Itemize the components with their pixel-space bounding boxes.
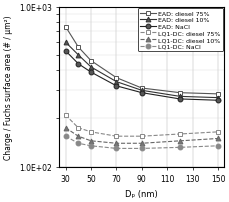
EAD: diesel 75%: (150, 285): diesel 75%: (150, 285) bbox=[217, 93, 219, 96]
LQ1-DC: diesel 10%: (120, 145): diesel 10%: (120, 145) bbox=[179, 140, 181, 142]
EAD: diesel 75%: (90, 310): diesel 75%: (90, 310) bbox=[140, 87, 143, 90]
EAD: diesel 10%: (90, 300): diesel 10%: (90, 300) bbox=[140, 90, 143, 92]
Line: LQ1-DC: diesel 75%: LQ1-DC: diesel 75% bbox=[63, 113, 221, 139]
EAD: diesel 10%: (150, 270): diesel 10%: (150, 270) bbox=[217, 97, 219, 99]
LQ1-DC: NaCl: (30, 155): NaCl: (30, 155) bbox=[64, 135, 67, 138]
LQ1-DC: NaCl: (70, 130): NaCl: (70, 130) bbox=[115, 147, 118, 150]
EAD: diesel 10%: (30, 600): diesel 10%: (30, 600) bbox=[64, 42, 67, 44]
LQ1-DC: diesel 75%: (90, 155): diesel 75%: (90, 155) bbox=[140, 135, 143, 138]
Y-axis label: Charge / Fuchs surface area (# / μm²): Charge / Fuchs surface area (# / μm²) bbox=[4, 15, 13, 159]
LQ1-DC: NaCl: (50, 135): NaCl: (50, 135) bbox=[90, 145, 92, 147]
Line: LQ1-DC: NaCl: LQ1-DC: NaCl bbox=[63, 134, 221, 151]
X-axis label: Dₚ (nm): Dₚ (nm) bbox=[125, 189, 158, 198]
EAD: diesel 75%: (50, 460): diesel 75%: (50, 460) bbox=[90, 60, 92, 63]
EAD: diesel 10%: (70, 340): diesel 10%: (70, 340) bbox=[115, 81, 118, 83]
EAD: NaCl: (90, 290): NaCl: (90, 290) bbox=[140, 92, 143, 94]
LQ1-DC: diesel 10%: (90, 140): diesel 10%: (90, 140) bbox=[140, 142, 143, 145]
Line: EAD: NaCl: EAD: NaCl bbox=[63, 49, 221, 103]
Line: EAD: diesel 10%: EAD: diesel 10% bbox=[63, 41, 221, 101]
LQ1-DC: diesel 75%: (40, 175): diesel 75%: (40, 175) bbox=[77, 127, 80, 129]
LQ1-DC: NaCl: (40, 140): NaCl: (40, 140) bbox=[77, 142, 80, 145]
EAD: diesel 10%: (50, 420): diesel 10%: (50, 420) bbox=[90, 66, 92, 69]
EAD: diesel 75%: (30, 750): diesel 75%: (30, 750) bbox=[64, 26, 67, 29]
EAD: diesel 10%: (40, 500): diesel 10%: (40, 500) bbox=[77, 54, 80, 57]
LQ1-DC: diesel 75%: (30, 210): diesel 75%: (30, 210) bbox=[64, 114, 67, 117]
Line: EAD: diesel 75%: EAD: diesel 75% bbox=[63, 25, 221, 97]
EAD: NaCl: (40, 440): NaCl: (40, 440) bbox=[77, 63, 80, 66]
EAD: NaCl: (70, 320): NaCl: (70, 320) bbox=[115, 85, 118, 88]
EAD: NaCl: (120, 265): NaCl: (120, 265) bbox=[179, 98, 181, 101]
EAD: diesel 75%: (120, 290): diesel 75%: (120, 290) bbox=[179, 92, 181, 94]
LQ1-DC: NaCl: (120, 132): NaCl: (120, 132) bbox=[179, 146, 181, 149]
EAD: NaCl: (50, 390): NaCl: (50, 390) bbox=[90, 72, 92, 74]
EAD: diesel 75%: (70, 360): diesel 75%: (70, 360) bbox=[115, 77, 118, 79]
LQ1-DC: diesel 10%: (50, 145): diesel 10%: (50, 145) bbox=[90, 140, 92, 142]
Line: LQ1-DC: diesel 10%: LQ1-DC: diesel 10% bbox=[63, 126, 221, 146]
LQ1-DC: NaCl: (150, 135): NaCl: (150, 135) bbox=[217, 145, 219, 147]
LQ1-DC: diesel 10%: (70, 140): diesel 10%: (70, 140) bbox=[115, 142, 118, 145]
EAD: diesel 10%: (120, 275): diesel 10%: (120, 275) bbox=[179, 96, 181, 98]
LQ1-DC: diesel 10%: (150, 150): diesel 10%: (150, 150) bbox=[217, 138, 219, 140]
Legend: EAD: diesel 75%, EAD: diesel 10%, EAD: NaCl, LQ1-DC: diesel 75%, LQ1-DC: diesel : EAD: diesel 75%, EAD: diesel 10%, EAD: N… bbox=[138, 9, 223, 52]
LQ1-DC: diesel 10%: (40, 155): diesel 10%: (40, 155) bbox=[77, 135, 80, 138]
EAD: NaCl: (150, 260): NaCl: (150, 260) bbox=[217, 100, 219, 102]
LQ1-DC: diesel 75%: (120, 160): diesel 75%: (120, 160) bbox=[179, 133, 181, 136]
LQ1-DC: NaCl: (90, 130): NaCl: (90, 130) bbox=[140, 147, 143, 150]
LQ1-DC: diesel 75%: (150, 165): diesel 75%: (150, 165) bbox=[217, 131, 219, 133]
LQ1-DC: diesel 10%: (30, 175): diesel 10%: (30, 175) bbox=[64, 127, 67, 129]
LQ1-DC: diesel 75%: (50, 165): diesel 75%: (50, 165) bbox=[90, 131, 92, 133]
EAD: NaCl: (30, 530): NaCl: (30, 530) bbox=[64, 50, 67, 53]
LQ1-DC: diesel 75%: (70, 155): diesel 75%: (70, 155) bbox=[115, 135, 118, 138]
EAD: diesel 75%: (40, 560): diesel 75%: (40, 560) bbox=[77, 46, 80, 49]
